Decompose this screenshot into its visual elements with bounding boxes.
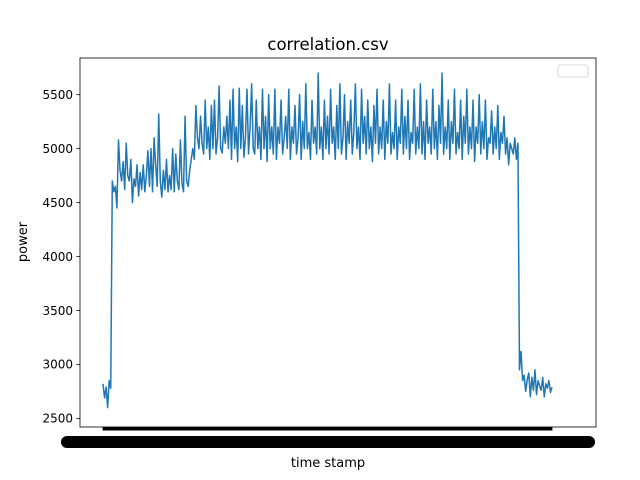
legend-box: [557, 64, 589, 78]
x-axis-label: time stamp: [291, 456, 365, 471]
y-tick-label: 5500: [42, 88, 73, 102]
x-tick-marks: [102, 427, 553, 431]
y-tick-label: 3000: [42, 358, 73, 372]
y-tick-label: 3500: [42, 304, 73, 318]
y-tick-label: 4000: [42, 250, 73, 264]
series-line-power: [102, 72, 553, 409]
y-axis-ticks: 2500 3000 3500 4000 4500 5000 5500: [42, 88, 80, 426]
series-layer: [102, 72, 553, 409]
x-tick-labels-overlapping: [61, 436, 595, 448]
plot-area-frame: [79, 57, 597, 428]
x-axis-ticks: [61, 427, 595, 448]
chart-title: correlation.csv: [267, 35, 388, 54]
y-tick-label: 2500: [42, 412, 73, 426]
y-axis-label: power: [16, 221, 31, 262]
y-tick-label: 4500: [42, 196, 73, 210]
y-tick-label: 5000: [42, 142, 73, 156]
